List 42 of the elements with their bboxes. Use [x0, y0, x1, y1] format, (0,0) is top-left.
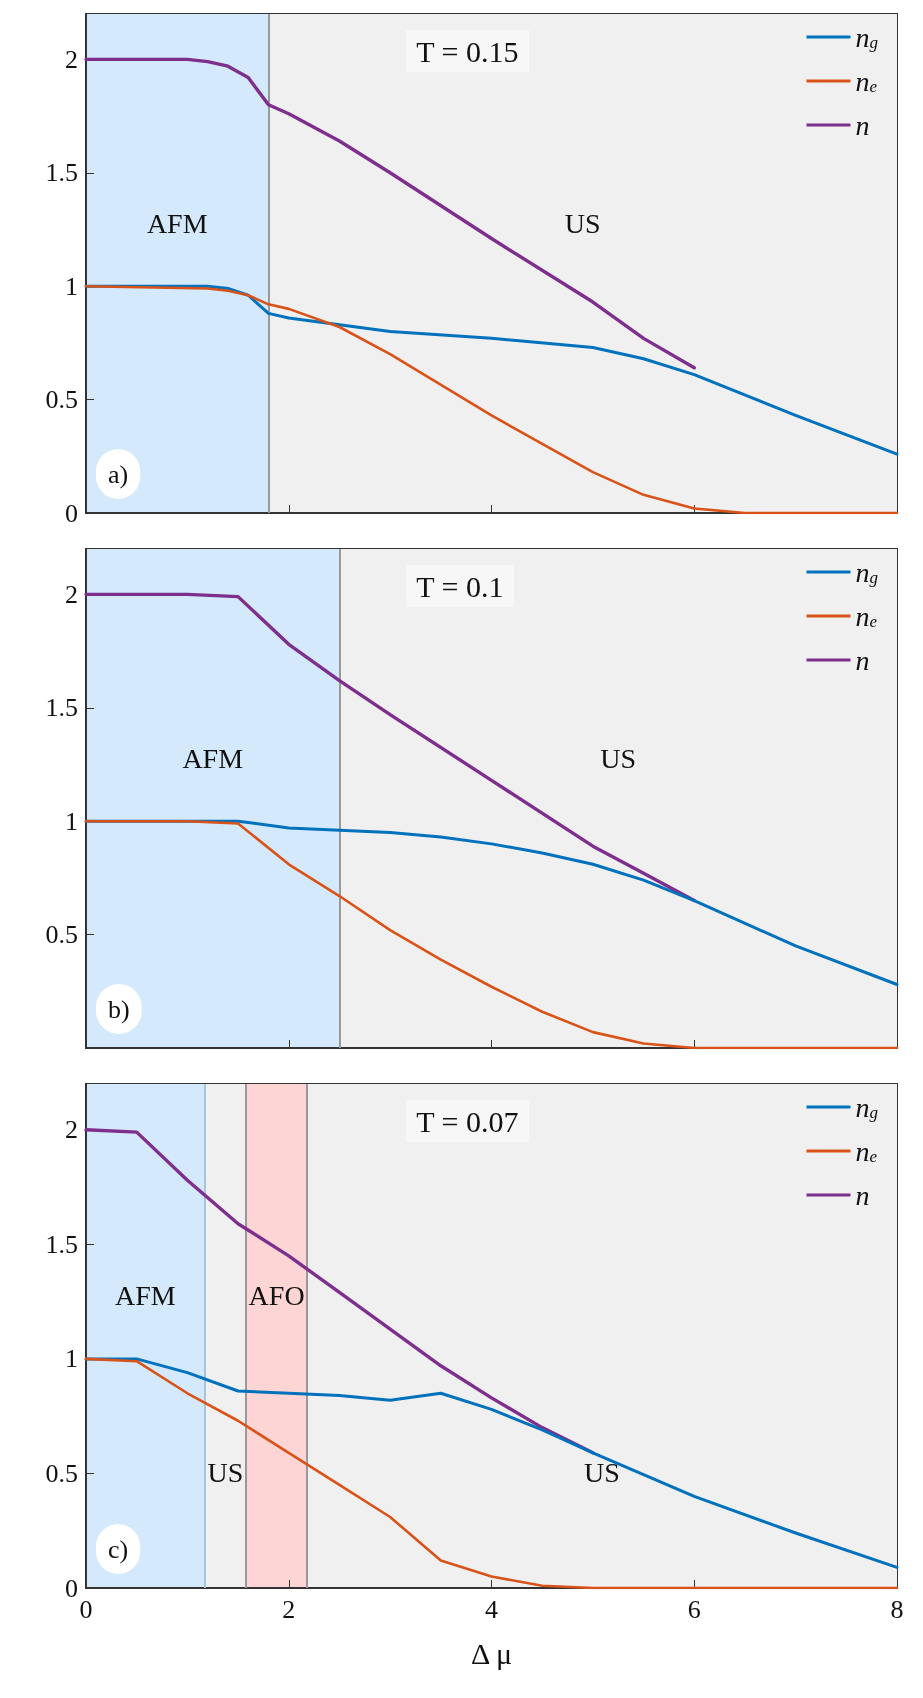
band-label: AFO [248, 1280, 305, 1312]
legend-label: ng [855, 556, 878, 588]
y-tick-label: 0.5 [45, 1458, 78, 1488]
legend-label: ne [855, 65, 878, 97]
y-tick-label: 1 [65, 1344, 78, 1374]
y-tick-label: 2 [65, 579, 78, 609]
band-label: US [564, 208, 601, 240]
y-tick-label: 1.5 [45, 158, 78, 188]
y-tick-label: 1.5 [45, 1229, 78, 1259]
y-tick-label: 0.5 [45, 385, 78, 415]
band-label: AFM [182, 743, 244, 775]
annotation: b) [108, 994, 130, 1024]
band-label: AFM [114, 1280, 176, 1312]
legend-label: ne [855, 1135, 878, 1167]
annotation: a) [108, 459, 129, 489]
legend-label: n [855, 109, 870, 141]
y-tick-label: 2 [65, 1115, 78, 1145]
band-label: US [207, 1456, 244, 1488]
legend-label: ng [855, 21, 878, 53]
legend-label: n [855, 1179, 870, 1211]
text: T = 0.15 [416, 34, 519, 68]
band-label: US [600, 743, 637, 775]
x-tick-label: 2 [282, 1594, 296, 1624]
y-tick-label: 1.5 [45, 693, 78, 723]
x-tick-label: 8 [890, 1594, 904, 1624]
band-label: US [584, 1456, 620, 1488]
y-tick-label: 0 [65, 498, 78, 528]
text: T = 0.1 [416, 569, 504, 603]
legend-label: n [855, 644, 870, 676]
annotation: c) [108, 1534, 129, 1564]
x-tick-label: 4 [485, 1594, 498, 1624]
y-tick-label: 2 [65, 44, 78, 74]
x-tick-label: 6 [687, 1594, 701, 1624]
x-axis-title: Δ μ [470, 1636, 513, 1670]
legend-label: ne [855, 600, 878, 632]
band-label: AFM [146, 208, 208, 240]
legend-label: ng [855, 1091, 878, 1123]
y-tick-label: 1 [65, 806, 78, 836]
text: T = 0.07 [416, 1104, 519, 1138]
y-tick-label: 1 [65, 271, 78, 301]
y-tick-label: 0 [65, 1573, 78, 1603]
y-tick-label: 0.5 [45, 920, 78, 950]
